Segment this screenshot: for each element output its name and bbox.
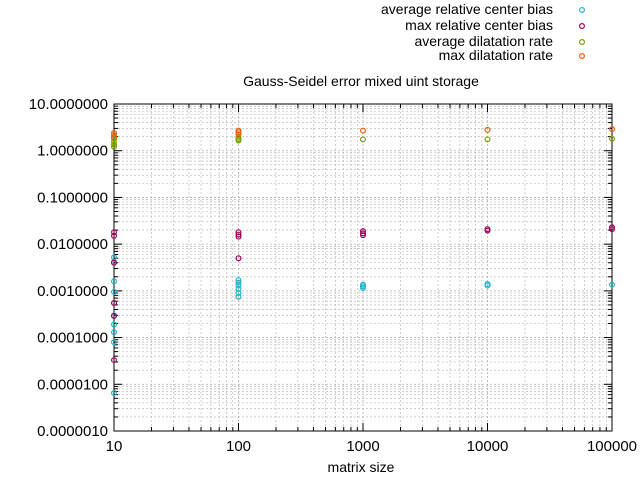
data-point-average-relative-center-bias [235,285,242,292]
y-tick-label: 0.0000010 [37,423,108,440]
data-point-max-dilatation-rate [235,129,242,136]
data-point-max-relative-center-bias [235,231,242,238]
legend-marker [578,52,585,59]
legend-marker [578,38,585,45]
data-point-average-relative-center-bias [110,390,117,397]
data-point-average-relative-center-bias [235,289,242,296]
y-tick-label: 0.0000100 [37,376,108,393]
data-point-max-relative-center-bias [110,259,117,266]
data-point-max-dilatation-rate [360,127,367,134]
y-tick-label: 1.0000000 [37,143,108,160]
y-tick-label: 0.1000000 [37,189,108,206]
chart-title: Gauss-Seidel error mixed uint storage [243,73,479,89]
data-point-max-relative-center-bias [110,229,117,236]
data-point-max-dilatation-rate [110,132,117,139]
data-point-average-relative-center-bias [235,277,242,284]
data-point-max-relative-center-bias [608,224,615,231]
legend-item-avg-center-bias: average relative center bias [381,1,585,17]
data-point-max-relative-center-bias [360,230,367,237]
legend-label: max relative center bias [405,17,553,33]
data-point-average-dilatation-rate [235,137,242,144]
data-point-average-dilatation-rate [484,136,491,143]
data-point-average-relative-center-bias [360,285,367,292]
data-point-average-relative-center-bias [235,279,242,286]
data-point-average-dilatation-rate [360,136,367,143]
y-tick-label: 0.0001000 [37,330,108,347]
y-tick-label: 0.0010000 [37,283,108,300]
data-point-max-relative-center-bias [110,299,117,306]
data-point-average-dilatation-rate [110,144,117,151]
x-tick-label: 10 [106,438,123,455]
data-point-average-relative-center-bias [110,339,117,346]
data-point-max-relative-center-bias [110,232,117,239]
data-point-average-relative-center-bias [110,288,117,295]
tick-labels: 10.0000000 1.0000000 0.1000000 0.0100000 0.0… [29,96,637,455]
x-tick-label: 10000 [467,438,509,455]
x-tick-label: 100000 [587,438,637,455]
legend-label: max dilatation rate [439,47,554,63]
data-point-average-relative-center-bias [110,278,117,285]
data-point-average-relative-center-bias [110,329,117,336]
data-point-average-relative-center-bias [608,281,615,288]
legend-marker [578,6,585,14]
data-point-average-relative-center-bias [110,321,117,328]
legend-label: average dilatation rate [414,33,553,49]
x-tick-label: 1000 [346,438,379,455]
legend-item-max-center-bias: max relative center bias [405,17,585,33]
x-tick-label: 100 [226,438,251,455]
data-point-average-relative-center-bias [235,293,242,300]
data-point-average-relative-center-bias [235,282,242,289]
data-point-max-dilatation-rate [110,134,117,141]
legend-item-max-dilatation-rate: max dilatation rate [439,47,585,63]
y-tick-label: 0.0100000 [37,236,108,253]
y-tick-label: 10.0000000 [29,96,108,113]
legend-label: average relative center bias [381,1,553,17]
data-point-max-relative-center-bias [110,357,117,364]
legend: average relative center bias max relativ… [381,1,585,63]
data-point-max-relative-center-bias [110,312,117,319]
data-point-average-dilatation-rate [608,135,615,142]
x-axis-label: matrix size [328,459,395,475]
legend-item-avg-dilatation-rate: average dilatation rate [414,33,585,49]
data-point-max-relative-center-bias [360,228,367,235]
data-point-average-relative-center-bias [484,282,491,289]
legend-marker [578,23,585,30]
data-points [110,126,615,397]
data-point-max-dilatation-rate [484,126,491,133]
data-point-max-dilatation-rate [608,126,615,133]
data-point-max-relative-center-bias [360,232,367,239]
data-point-max-relative-center-bias [235,255,242,262]
data-point-average-dilatation-rate [110,141,117,148]
data-point-max-dilatation-rate [235,131,242,138]
data-point-max-relative-center-bias [484,227,491,234]
data-point-max-relative-center-bias [235,233,242,240]
data-point-max-relative-center-bias [608,226,615,233]
grid [113,104,612,432]
